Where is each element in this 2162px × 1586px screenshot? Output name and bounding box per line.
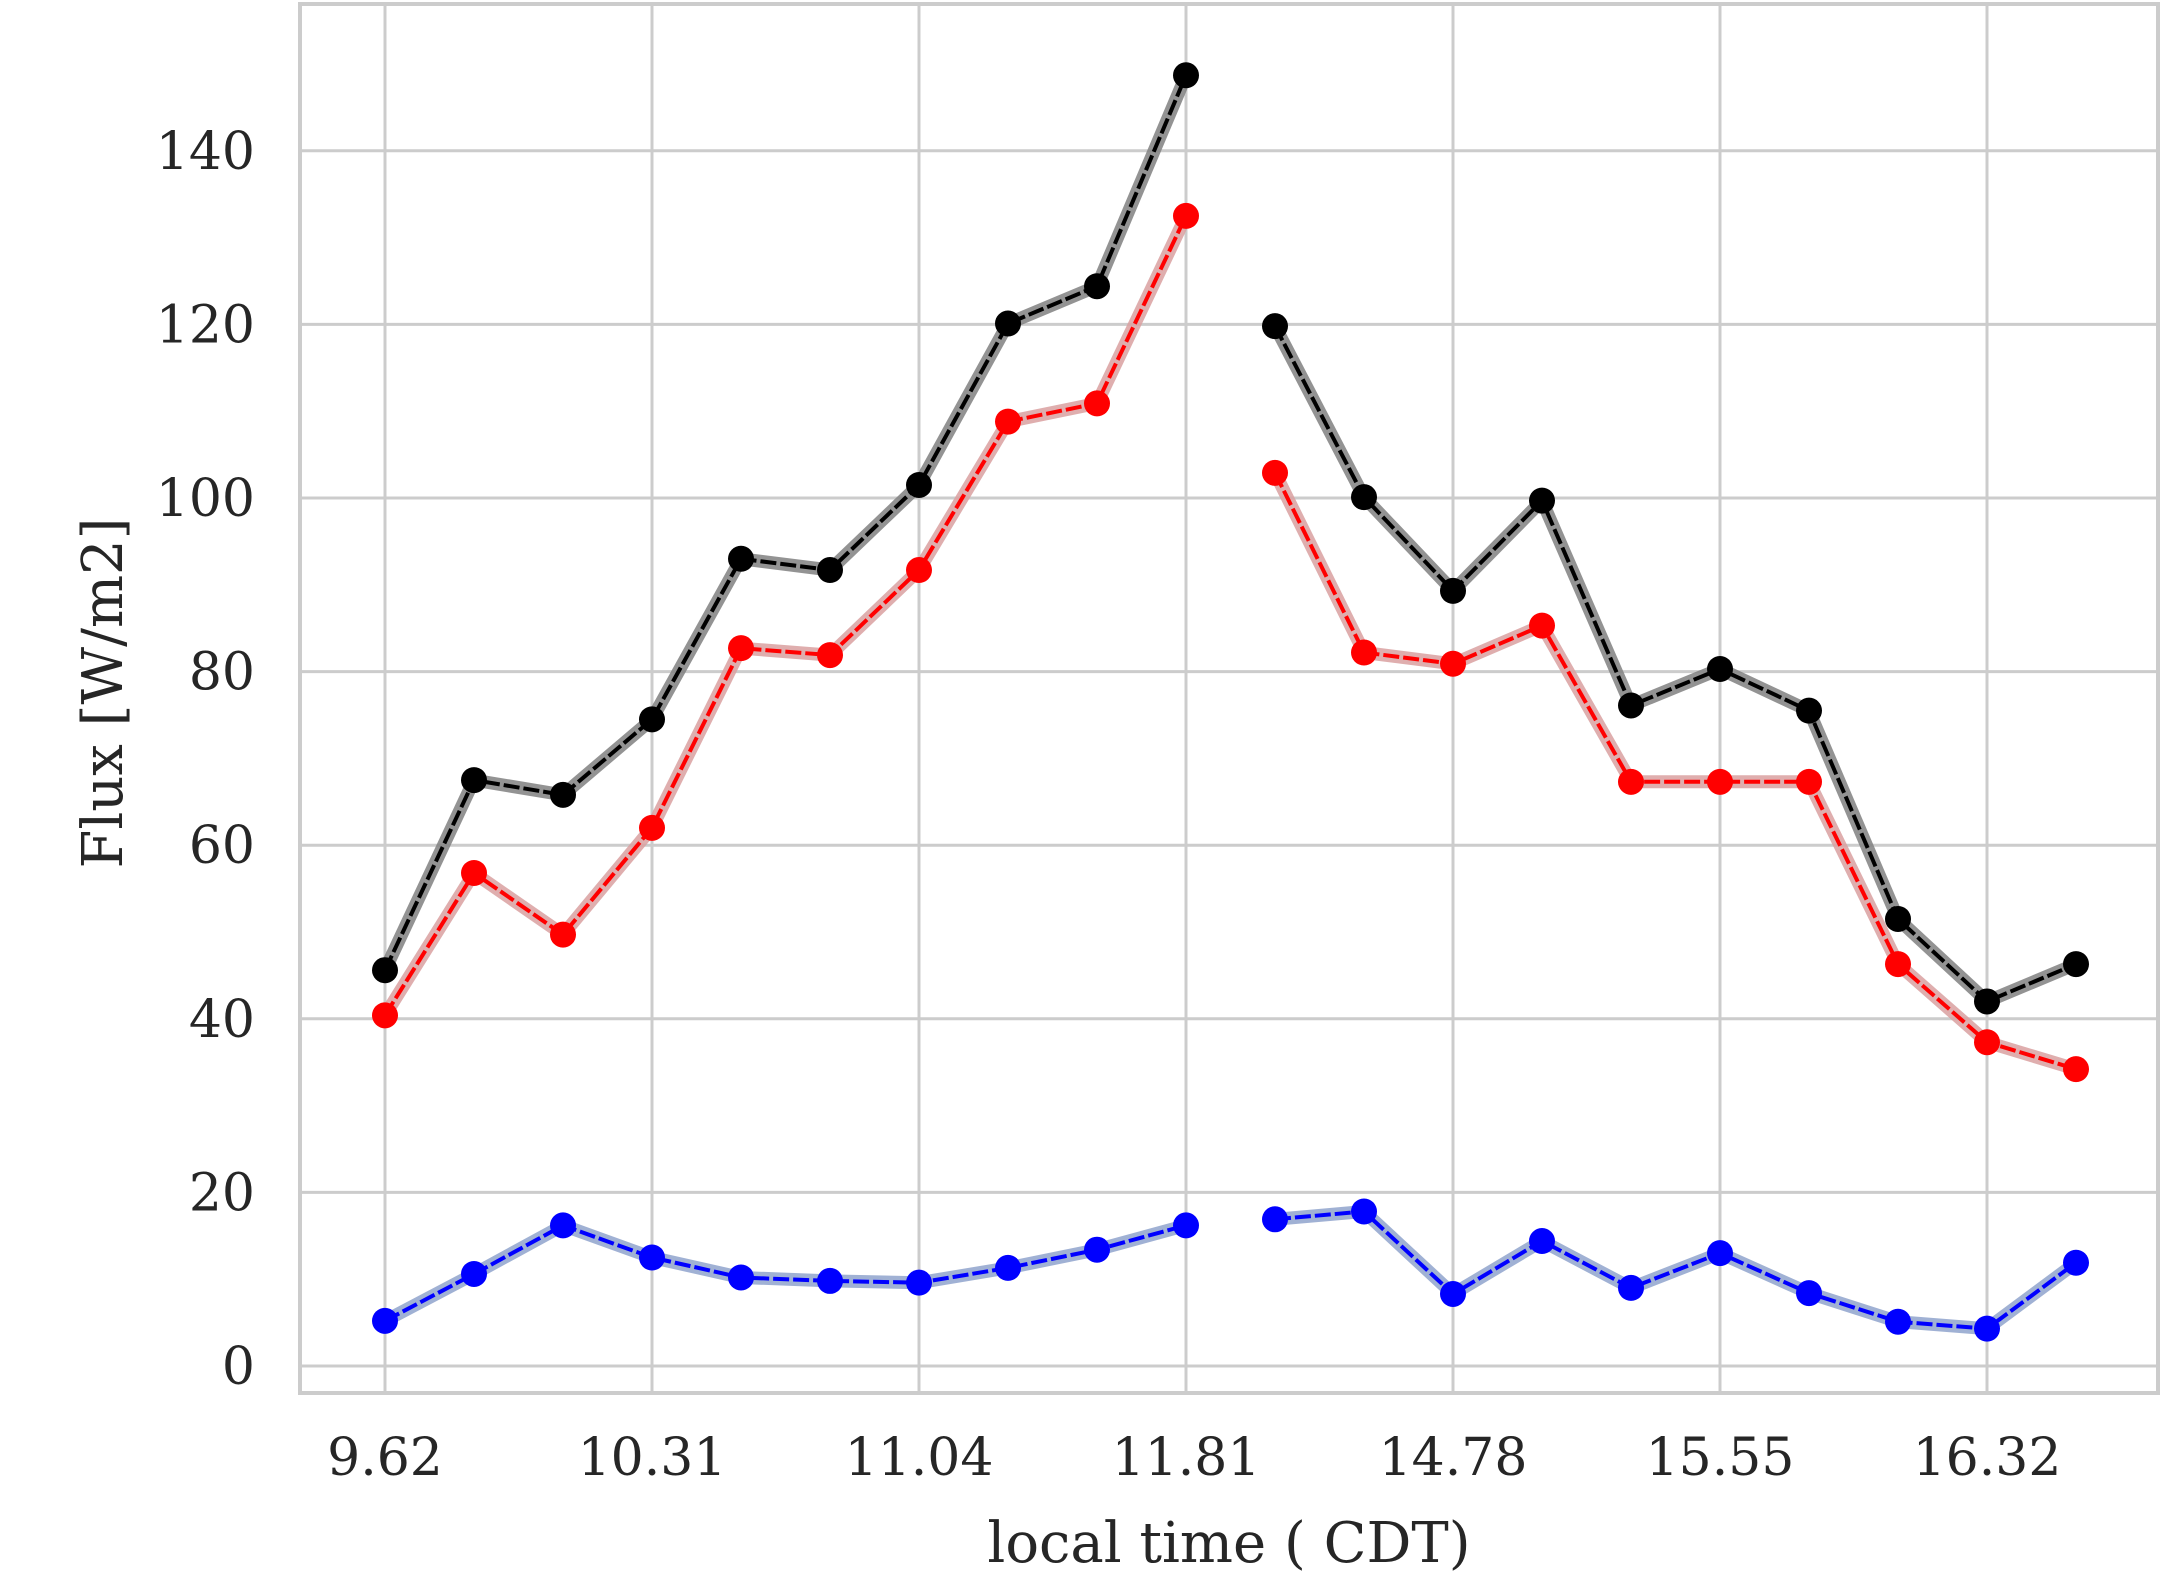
data-point	[1885, 951, 1911, 978]
data-point	[1351, 1198, 1377, 1225]
data-point	[906, 1269, 932, 1296]
data-point	[1262, 313, 1288, 340]
data-point	[1262, 459, 1288, 486]
data-point	[1351, 484, 1377, 511]
x-axis-label: local time ( CDT)	[987, 1511, 1470, 1576]
data-point	[461, 859, 487, 886]
data-point	[728, 635, 754, 662]
data-point	[2063, 1249, 2089, 1276]
grid-lines	[300, 4, 2158, 1393]
y-tick-label: 0	[222, 1337, 255, 1397]
data-point	[995, 408, 1021, 435]
x-tick-label: 11.04	[845, 1428, 994, 1488]
data-point	[372, 1002, 398, 1029]
data-point	[1618, 1274, 1644, 1301]
data-point	[1974, 1315, 2000, 1342]
y-tick-labels: 0 20 40 60 80 100 120 140	[156, 122, 255, 1397]
series-band	[378, 68, 1193, 977]
data-point	[1084, 390, 1110, 417]
x-tick-label: 16.32	[1913, 1428, 2062, 1488]
data-point	[461, 767, 487, 794]
data-point	[1173, 1212, 1199, 1239]
data-point	[372, 1307, 398, 1334]
data-point	[1173, 202, 1199, 229]
data-point	[1529, 612, 1555, 639]
data-point	[817, 557, 843, 584]
series-band	[1268, 319, 2083, 1008]
data-point	[1796, 697, 1822, 724]
data-point	[1440, 577, 1466, 604]
series-line	[383, 74, 1188, 972]
series-line	[1274, 1209, 2078, 1331]
series-band	[378, 1218, 1193, 1328]
x-tick-label: 10.31	[578, 1428, 727, 1488]
data-point	[995, 1254, 1021, 1281]
data-point	[1084, 273, 1110, 300]
data-point	[1974, 988, 2000, 1015]
y-tick-label: 80	[189, 643, 255, 703]
data-point	[1262, 1206, 1288, 1233]
uncertainty-bands	[378, 68, 2083, 1336]
series-line	[1273, 471, 2077, 1072]
series-lines	[383, 74, 2078, 1331]
plot-frame	[298, 2, 2160, 1395]
data-point	[906, 471, 932, 498]
data-point	[1173, 62, 1199, 89]
data-point	[728, 545, 754, 572]
data-point	[817, 1267, 843, 1294]
data-point	[1707, 1240, 1733, 1267]
data-point	[1440, 650, 1466, 677]
series-line	[383, 215, 1188, 1017]
y-tick-label: 120	[156, 295, 255, 355]
data-point	[1707, 768, 1733, 795]
data-point	[1618, 692, 1644, 719]
data-point	[1084, 1236, 1110, 1263]
data-point	[461, 1260, 487, 1287]
series-markers	[372, 62, 2089, 1342]
x-tick-label: 9.62	[327, 1428, 443, 1488]
series-line	[1273, 325, 2077, 1004]
y-tick-label: 100	[156, 469, 255, 529]
data-point	[1885, 905, 1911, 932]
data-point	[1529, 487, 1555, 514]
data-point	[2063, 1056, 2089, 1083]
data-point	[1440, 1280, 1466, 1307]
data-point	[550, 921, 576, 948]
x-tick-label: 15.55	[1646, 1428, 1795, 1488]
data-point	[1796, 1280, 1822, 1307]
data-point	[1974, 1029, 2000, 1056]
data-point	[1529, 1228, 1555, 1255]
y-tick-label: 140	[156, 122, 255, 182]
data-point	[1351, 639, 1377, 666]
y-tick-label: 60	[189, 816, 255, 876]
data-point	[1618, 768, 1644, 795]
data-point	[550, 1212, 576, 1239]
x-tick-label: 14.78	[1379, 1428, 1528, 1488]
data-point	[1707, 655, 1733, 682]
y-tick-label: 20	[189, 1163, 255, 1223]
data-point	[995, 310, 1021, 337]
data-point	[728, 1264, 754, 1291]
data-point	[639, 706, 665, 733]
data-point	[550, 781, 576, 808]
data-point	[817, 642, 843, 669]
x-tick-labels: 9.62 10.31 11.04 11.81 14.78 15.55 16.32	[327, 1428, 2061, 1488]
data-point	[372, 957, 398, 984]
x-tick-label: 11.81	[1112, 1428, 1261, 1488]
y-axis-label: Flux [W/m2]	[71, 517, 136, 868]
series-line	[384, 1223, 1187, 1323]
data-point	[906, 557, 932, 584]
data-point	[2063, 951, 2089, 978]
data-point	[639, 814, 665, 841]
data-point	[1885, 1308, 1911, 1335]
data-point	[1796, 768, 1822, 795]
data-point	[639, 1244, 665, 1271]
y-tick-label: 40	[189, 990, 255, 1050]
